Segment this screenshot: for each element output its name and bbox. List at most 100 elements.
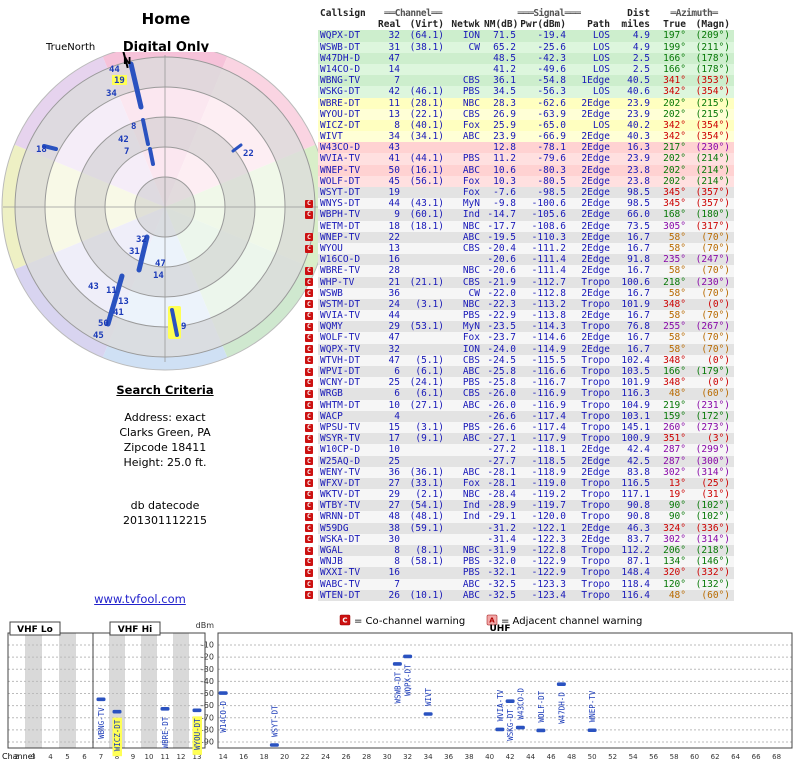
station-label[interactable]: WSYT-DT	[270, 705, 279, 737]
callsign-link[interactable]: WYOU	[318, 242, 378, 255]
channel-label[interactable]: 45	[93, 331, 104, 341]
channel-label[interactable]: 31	[129, 247, 140, 257]
channel-label[interactable]: 7	[124, 147, 129, 157]
station-label[interactable]: WSKG-DT	[506, 709, 515, 741]
channel-label[interactable]: 47	[155, 259, 166, 269]
signal-bar[interactable]	[42, 144, 58, 151]
channel-label[interactable]: 41	[113, 308, 124, 318]
callsign-link[interactable]: WKTV-DT	[318, 489, 378, 501]
channel-label[interactable]: 34	[106, 89, 117, 99]
station-label[interactable]: WVIA-TV	[496, 689, 505, 721]
signal-bar[interactable]	[148, 147, 155, 166]
station-label[interactable]: WOLF-DT	[537, 690, 546, 722]
station-label[interactable]: WQPX-DT	[404, 664, 413, 696]
callsign-link[interactable]: WABC-TV	[318, 578, 378, 590]
station-marker[interactable]	[515, 725, 525, 730]
station-marker[interactable]	[495, 727, 505, 732]
callsign-link[interactable]: WSWB	[318, 287, 378, 299]
callsign-link[interactable]: WQPX-TV	[318, 343, 378, 355]
callsign-link[interactable]: W10CP-D	[318, 444, 378, 456]
station-label[interactable]: W14CO-D	[219, 701, 228, 733]
channel-label[interactable]: 13	[118, 297, 129, 307]
callsign-link[interactable]: WNYS-DT	[318, 198, 378, 210]
station-marker[interactable]	[218, 691, 228, 695]
channel-label[interactable]: 18	[36, 145, 47, 155]
callsign-link[interactable]: WACP	[318, 410, 378, 422]
channel-label[interactable]: 9	[181, 322, 186, 332]
callsign-link[interactable]: WGAL	[318, 545, 378, 557]
station-label[interactable]: WSWB-DT	[393, 671, 402, 703]
callsign-link[interactable]: WNEP-TV	[318, 231, 378, 243]
channel-label[interactable]: 32	[136, 235, 147, 245]
station-label[interactable]: WBNG-TV	[97, 707, 106, 739]
tvfool-link[interactable]: www.tvfool.com	[94, 592, 186, 606]
callsign-link[interactable]: WHP-TV	[318, 276, 378, 288]
signal-bar[interactable]	[231, 143, 243, 153]
station-label[interactable]: WBRE-DT	[161, 716, 170, 748]
station-marker[interactable]	[403, 654, 413, 659]
station-marker[interactable]	[112, 709, 122, 714]
callsign-link[interactable]: WFXV-DT	[318, 477, 378, 490]
signal-bar[interactable]	[128, 61, 144, 110]
callsign-link[interactable]: WHTM-DT	[318, 399, 378, 411]
station-marker[interactable]	[392, 662, 402, 666]
station-marker[interactable]	[536, 728, 546, 733]
station-marker[interactable]	[423, 712, 433, 716]
callsign-link[interactable]: WVIA-TV	[318, 310, 378, 322]
channel-label[interactable]: 8	[131, 122, 136, 132]
channel-label[interactable]: 14	[153, 271, 164, 281]
callsign-link[interactable]: WIVT	[318, 131, 378, 143]
callsign-link[interactable]: W43CO-D	[318, 142, 378, 154]
callsign-link[interactable]: WTVH-DT	[318, 354, 378, 366]
station-marker[interactable]	[556, 682, 566, 686]
station-marker[interactable]	[505, 699, 515, 703]
station-label[interactable]: W47DH-D	[557, 692, 566, 724]
callsign-link[interactable]: WENY-TV	[318, 466, 378, 478]
callsign-link[interactable]: WBNG-TV	[318, 75, 378, 87]
callsign-link[interactable]: WPSU-TV	[318, 421, 378, 434]
callsign-link[interactable]: WQPX-DT	[318, 30, 378, 42]
callsign-link[interactable]: WSKA-DT	[318, 533, 378, 545]
callsign-link[interactable]: WSKG-DT	[318, 86, 378, 98]
signal-bar[interactable]	[170, 308, 179, 337]
callsign-link[interactable]: WTBY-TV	[318, 500, 378, 512]
callsign-link[interactable]: WRNN-DT	[318, 511, 378, 523]
station-marker[interactable]	[96, 697, 106, 702]
callsign-link[interactable]: W59DG	[318, 522, 378, 534]
callsign-link[interactable]: WOLF-TV	[318, 332, 378, 344]
station-marker[interactable]	[269, 743, 279, 747]
callsign-link[interactable]: W25AQ-D	[318, 455, 378, 467]
channel-label[interactable]: 11	[106, 286, 117, 296]
callsign-link[interactable]: WBPH-TV	[318, 209, 378, 221]
callsign-link[interactable]: W16CO-D	[318, 254, 378, 266]
callsign-link[interactable]: WICZ-DT	[318, 119, 378, 132]
callsign-link[interactable]: WNJB	[318, 556, 378, 568]
channel-label[interactable]: 19	[114, 76, 125, 86]
callsign-link[interactable]: WSYT-DT	[318, 187, 378, 199]
callsign-link[interactable]: WSYR-TV	[318, 433, 378, 445]
channel-label[interactable]: 22	[243, 149, 254, 159]
callsign-link[interactable]: WSTM-DT	[318, 298, 378, 311]
channel-label[interactable]: 43	[88, 282, 99, 292]
station-marker[interactable]	[192, 708, 202, 713]
station-label[interactable]: W43CO-D	[516, 687, 525, 719]
callsign-link[interactable]: WSWB-DT	[318, 41, 378, 53]
station-marker[interactable]	[160, 706, 170, 711]
callsign-link[interactable]: W47DH-D	[318, 52, 378, 64]
callsign-link[interactable]: WTEN-DT	[318, 589, 378, 601]
channel-label[interactable]: 42	[118, 135, 129, 145]
channel-label[interactable]: 50	[98, 319, 109, 329]
station-label[interactable]: WICZ-DT	[113, 719, 122, 751]
callsign-link[interactable]: WRGB	[318, 388, 378, 400]
callsign-link[interactable]: WQMY	[318, 321, 378, 333]
callsign-link[interactable]: WXXI-TV	[318, 567, 378, 579]
signal-bar[interactable]	[141, 118, 150, 146]
callsign-link[interactable]: WYOU-DT	[318, 108, 378, 120]
callsign-link[interactable]: WCNY-DT	[318, 377, 378, 389]
channel-label[interactable]: 44	[109, 65, 120, 75]
callsign-link[interactable]: WPVI-DT	[318, 366, 378, 378]
station-label[interactable]: WYOU-DT	[193, 718, 202, 750]
callsign-link[interactable]: WVIA-TV	[318, 153, 378, 165]
station-label[interactable]: WIVT	[424, 687, 433, 706]
signal-bar[interactable]	[105, 273, 125, 327]
